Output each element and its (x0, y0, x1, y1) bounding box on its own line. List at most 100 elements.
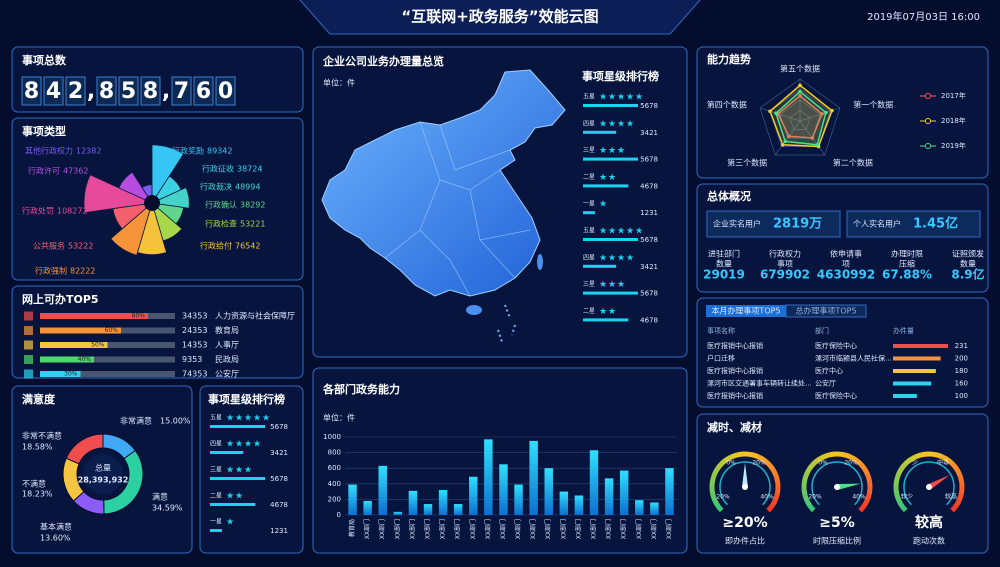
bar-value: 5678 (640, 290, 658, 298)
star: ★ (617, 280, 625, 290)
cell: 医疗中心 (815, 366, 843, 375)
bar-value: 5678 (270, 423, 288, 431)
count: 24353 (182, 326, 207, 335)
donut-label: 不满意 (22, 479, 46, 489)
bar-value: 4678 (640, 182, 658, 190)
gauge-arc (773, 492, 780, 501)
rank-icon (24, 326, 33, 335)
gauge-arc (766, 503, 775, 513)
star: ★ (262, 414, 270, 424)
gauge-tick: 20% (716, 494, 730, 501)
panel (696, 297, 989, 408)
card (706, 210, 841, 238)
gauge-tick: 40% (760, 494, 774, 501)
bar (469, 476, 478, 515)
bar (583, 104, 638, 107)
bar (650, 502, 659, 515)
cell: 100 (955, 392, 968, 400)
gauge-arc (770, 498, 778, 508)
rose-petal (118, 171, 154, 204)
digit: , (162, 79, 170, 104)
count: 34353 (182, 312, 207, 321)
star: ★ (599, 253, 607, 263)
star: ★ (617, 146, 625, 156)
rose-value: 89342 (207, 147, 232, 156)
gauge-inner (903, 461, 955, 506)
star: ★ (608, 119, 616, 129)
center-value: 28,393,932 (78, 476, 129, 485)
count: 9353 (182, 355, 202, 364)
gauge-arc (801, 486, 808, 494)
gauge-arc (862, 467, 870, 476)
bar (499, 464, 508, 515)
star: ★ (253, 440, 261, 450)
bar-label: 50% (91, 342, 105, 349)
panel (696, 46, 989, 179)
star: ★ (617, 119, 625, 129)
star: ★ (635, 93, 643, 103)
star: ★ (226, 466, 234, 476)
radar-axis (759, 107, 801, 122)
bar-track (40, 371, 175, 377)
bar (378, 465, 387, 515)
radar-ring (759, 78, 841, 156)
donut-value: 15.00% (160, 417, 191, 426)
rose-label: 行政征收 (202, 164, 234, 174)
rose-label: 行政确认 (205, 200, 237, 210)
rose-petal (151, 144, 185, 205)
rank-icon (24, 311, 33, 321)
cell: 医疗保险中心 (815, 341, 857, 350)
gauge-tick: 中等 (937, 459, 949, 467)
rank-label: 二星 (583, 174, 595, 181)
tab[interactable] (785, 304, 867, 318)
x-tick-label: XX部门 (514, 519, 522, 539)
gauge-arc (804, 466, 812, 476)
gauge-arc (893, 486, 900, 494)
unit-label: 单位：件 (323, 78, 355, 88)
gauge-needle (742, 463, 748, 487)
y-tick-label: 200 (328, 495, 341, 503)
bar (583, 130, 617, 134)
gauge-value: 较高 (915, 514, 943, 531)
star: ★ (599, 307, 607, 317)
y-tick-label: 600 (328, 464, 341, 472)
stat-value: 29019 (703, 268, 745, 282)
gauge-hub (834, 484, 840, 490)
rank-icon (24, 340, 33, 350)
rose-value: 76542 (235, 242, 260, 251)
x-tick-label: XX部门 (559, 519, 567, 539)
bar (583, 238, 638, 241)
gauge-arc (865, 473, 872, 482)
gauge-arc (958, 480, 965, 488)
rose-value: 38292 (240, 201, 265, 210)
y-tick-label: 800 (328, 449, 341, 457)
gauge-arc (709, 479, 716, 488)
column-header: 部门 (815, 326, 829, 335)
rank-icon (24, 369, 33, 379)
rose-label: 公共服务 (33, 241, 65, 251)
map-island (466, 305, 482, 315)
donut-value: 18.23% (22, 490, 53, 499)
gauge-arc (934, 452, 943, 459)
gauge-arc (738, 451, 746, 458)
gauge-arc (894, 492, 901, 501)
star: ★ (608, 173, 616, 183)
bar (393, 511, 403, 515)
digit: 6 (196, 79, 211, 104)
rose-petal (83, 174, 154, 214)
rose-value: 47362 (63, 167, 88, 176)
gauge-arc (836, 451, 845, 458)
panel-title: 企业公司业务办理量总览 (322, 54, 444, 68)
card-value: 1.45亿 (913, 216, 958, 232)
bar (583, 157, 638, 161)
x-tick-label: XX部门 (408, 519, 416, 539)
bar (210, 503, 256, 506)
digit: 2 (68, 79, 83, 104)
gauge-arc (858, 503, 867, 513)
gauge-tick: 40% (852, 494, 866, 501)
map-borders (384, 121, 531, 297)
rank-label: 五星 (583, 228, 595, 235)
gauge-value: ≥5% (819, 515, 855, 531)
stat-label: 行政权力 (769, 249, 801, 259)
donut-label: 非常满意 (120, 416, 152, 426)
